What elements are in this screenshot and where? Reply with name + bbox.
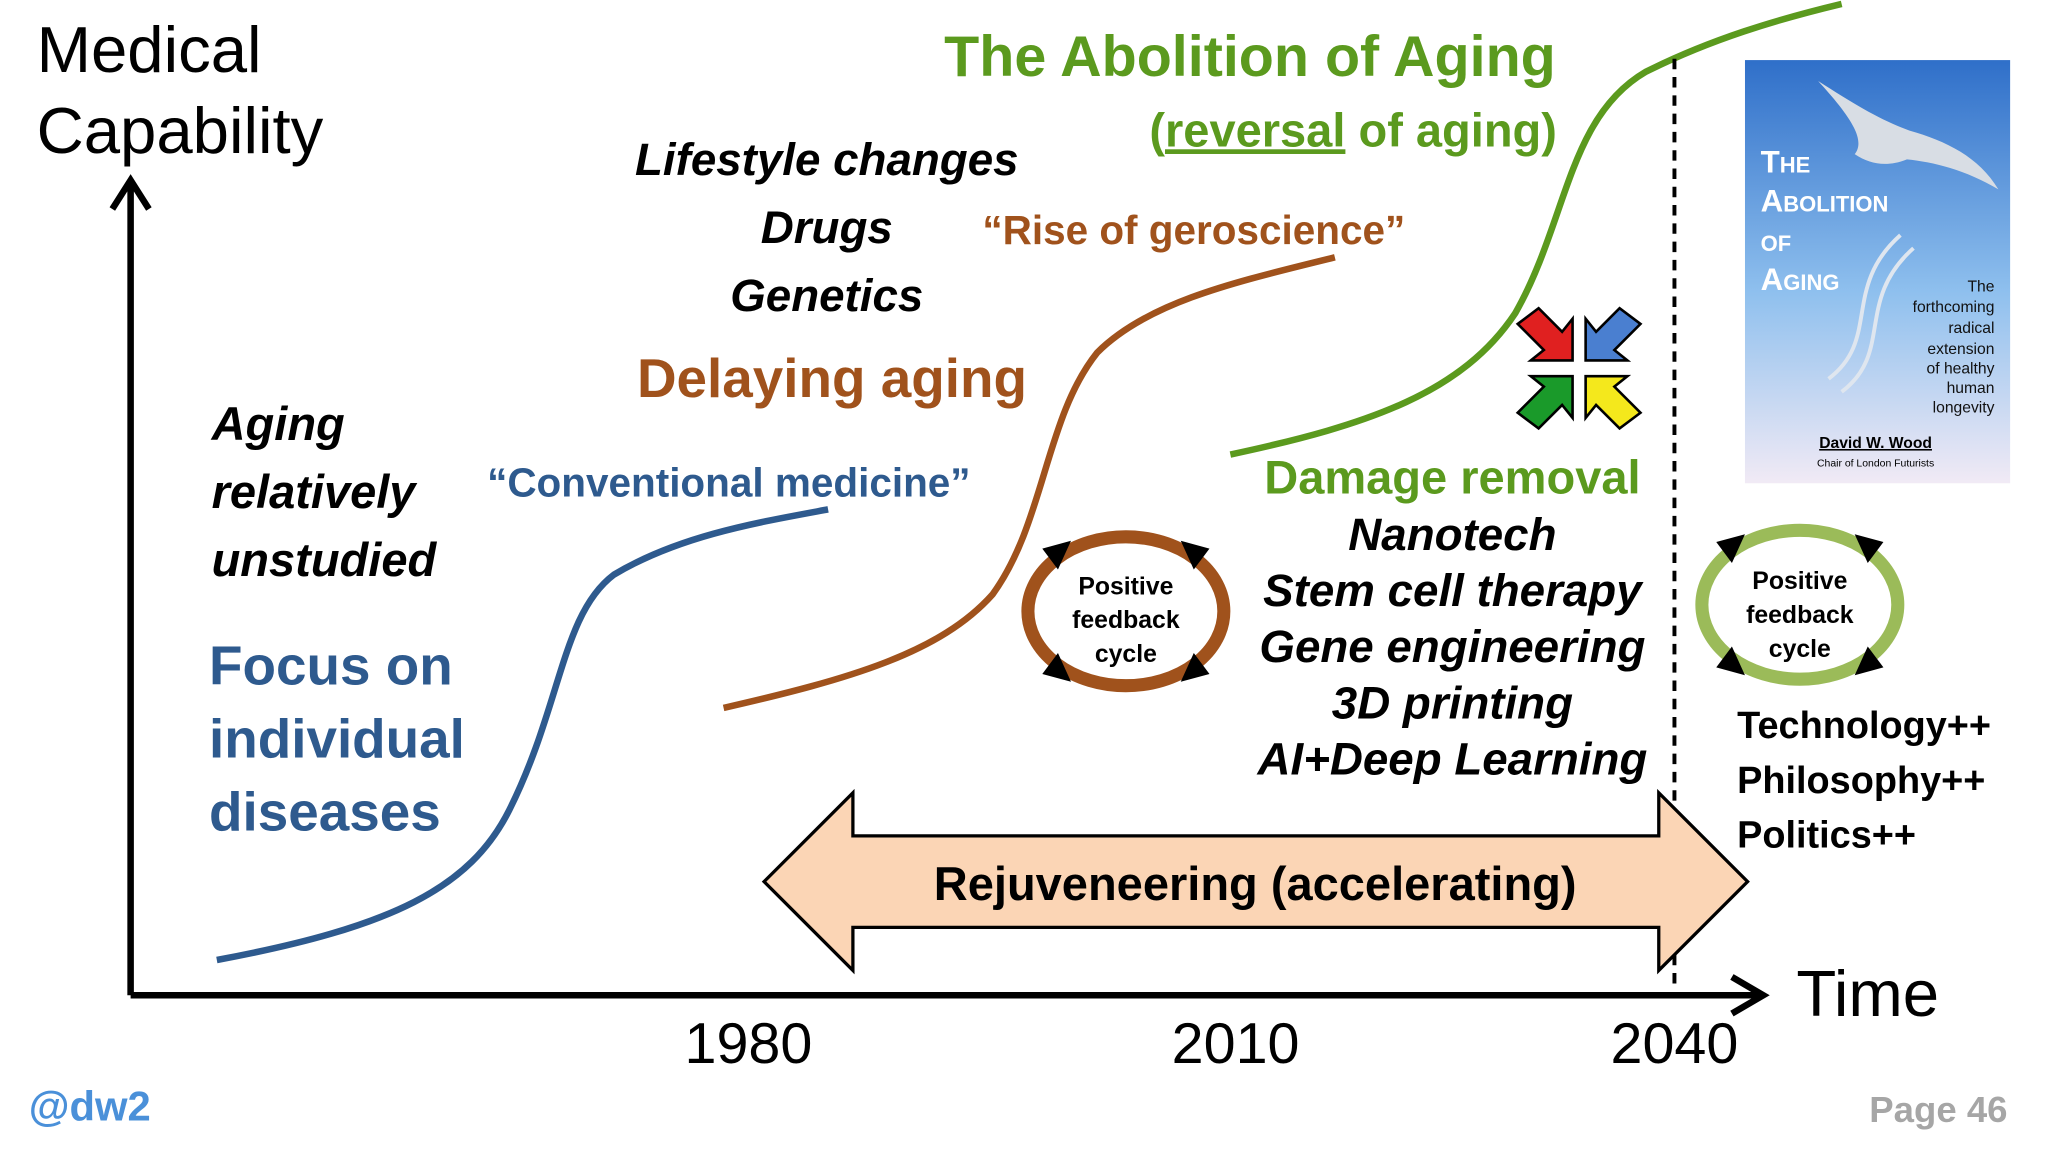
book-blurb: forthcoming [1913,299,1995,316]
book-title: Aging [1761,262,1840,297]
note: Aging [211,397,345,450]
cycle-label: cycle [1769,636,1831,663]
book-blurb: human [1947,380,1995,397]
cycle: Positive feedback cycle [1021,530,1231,693]
item: Philosophy++ [1737,760,1985,802]
x-tick: 1980 [685,1012,813,1076]
item: Lifestyle changes [635,134,1019,185]
handle: @dw2 [29,1083,151,1130]
x-axis [130,974,1770,1017]
subtitle-part: reversal [1165,103,1345,156]
double-arrow [761,788,1750,975]
book-author: David W. Wood [1819,435,1932,452]
item: Drugs [761,202,893,253]
item: AI+Deep Learning [1256,734,1647,785]
cycle-label: Positive [1752,568,1847,595]
item: Stem cell therapy [1263,565,1644,616]
y-axis [109,174,152,996]
cycle-label: Positive [1078,573,1173,600]
note: unstudied [212,533,438,586]
axes [109,174,1770,1017]
curve-label: “Rise of geroscience” [982,207,1405,253]
focus: diseases [209,781,441,843]
x-tick: 2040 [1611,1012,1739,1076]
x-tick: 2010 [1172,1012,1300,1076]
heading: Damage removal [1264,451,1640,504]
item: Genetics [730,270,923,321]
book-blurb: The [1967,278,1994,295]
book-role: Chair of London Futurists [1817,458,1934,469]
arrow-label: Rejuveneering (accelerating) [934,857,1577,910]
y-label: Capability [37,94,324,167]
item: Politics++ [1737,815,1916,857]
focus: individual [209,708,465,770]
item: Nanotech [1348,509,1556,560]
cycle-label: cycle [1095,641,1157,668]
book-blurb: extension [1927,341,1994,358]
note: relatively [212,465,419,518]
cycle-label: feedback [1072,607,1180,634]
item: Technology++ [1737,705,1991,747]
y-label: Medical [37,13,262,86]
heading: Delaying aging [637,347,1027,409]
title: The Abolition of Aging [944,25,1556,89]
book-title: Abolition [1761,184,1889,219]
page-number: Page 46 [1869,1089,2007,1130]
x-label: Time [1796,957,1939,1030]
item: 3D printing [1332,677,1573,728]
subtitle-part: of aging) [1345,103,1557,156]
cycle-label: feedback [1746,602,1854,629]
subtitle: (reversal of aging) [1149,103,1557,156]
book-title: of [1761,223,1792,258]
curve-label: “Conventional medicine” [487,459,970,505]
abolition-curve [1229,0,1843,458]
conventional-curve [216,506,829,964]
book-blurb: of healthy [1927,361,1995,378]
converging-arrows-icon [1515,306,1643,431]
book-cover: The Abolition of Aging The forthcoming r… [1744,60,2011,484]
subtitle-part: ( [1149,103,1165,156]
geroscience-curve [722,254,1336,712]
focus: Focus on [209,634,453,696]
book-title: The [1761,144,1811,179]
cycle: Positive feedback cycle [1695,523,1905,686]
book-blurb: longevity [1933,400,1995,417]
item: Gene engineering [1259,621,1645,672]
book-blurb: radical [1948,320,1994,337]
